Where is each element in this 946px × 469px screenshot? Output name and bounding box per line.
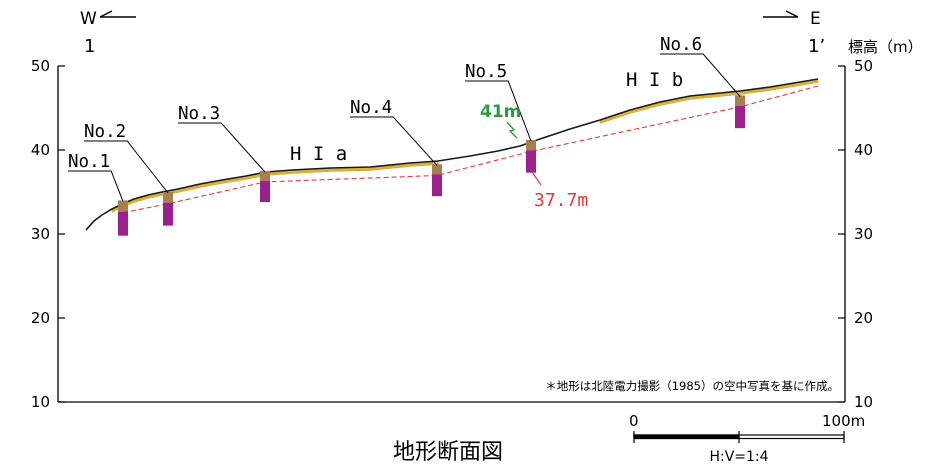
borehole-lower <box>735 105 745 129</box>
borehole-leader <box>178 122 266 173</box>
borehole-lower <box>432 174 442 197</box>
terrace-label-right: H I b <box>626 69 683 91</box>
borehole-label: No.6 <box>660 35 702 55</box>
y-axis-title: 標高（m） <box>848 38 923 56</box>
borehole-label: No.2 <box>84 122 126 142</box>
west-arrow-icon <box>99 10 136 18</box>
borehole-upper <box>432 164 442 175</box>
left-tick-label: 40 <box>31 141 50 159</box>
figure-title: 地形断面図 <box>393 440 503 465</box>
scale-ratio: H:V=1:4 <box>709 449 768 465</box>
terrace-label-left: H I a <box>290 143 347 165</box>
borehole-label: No.4 <box>350 98 392 118</box>
boreholes <box>118 95 745 236</box>
borehole-upper <box>735 95 745 106</box>
base-elev-pointer <box>531 171 542 186</box>
borehole-lower <box>163 202 173 226</box>
right-end-label: 1’ <box>808 36 825 57</box>
borehole-lower <box>118 211 128 236</box>
surface-elev-pointer <box>506 121 518 139</box>
left-tick-label: 10 <box>31 393 50 411</box>
right-tick-label: 20 <box>854 309 873 327</box>
right-tick-label: 30 <box>854 225 873 243</box>
right-tick-label: 40 <box>854 141 873 159</box>
axis-ticks: 50 50 40 40 30 30 20 20 10 10 <box>31 57 873 411</box>
scale-end: 100m <box>822 412 865 430</box>
borehole-upper <box>260 171 270 181</box>
scale-bar <box>633 431 845 443</box>
borehole-lower <box>526 150 536 173</box>
left-tick-label: 30 <box>31 225 50 243</box>
borehole-upper <box>526 139 536 151</box>
surface-elev-label: 41m <box>480 102 521 122</box>
left-end-label: 1 <box>84 36 95 57</box>
borehole-upper <box>163 192 173 203</box>
borehole-label: No.3 <box>178 104 220 124</box>
borehole-lower <box>260 180 270 203</box>
scale-start: 0 <box>629 412 639 430</box>
borehole-leader <box>465 80 532 142</box>
source-note: ＊地形は北陸電力撮影（1985）の空中写真を基に作成。 <box>545 379 839 393</box>
left-tick-label: 50 <box>31 57 50 75</box>
left-tick-label: 20 <box>31 309 50 327</box>
east-letter: E <box>810 9 821 29</box>
right-tick-label: 50 <box>854 57 873 75</box>
borehole-leader <box>84 140 169 194</box>
borehole-leader <box>68 170 124 202</box>
borehole-leaders: No.1 No.2 No.3 No.4 No.5 No.6 <box>68 35 741 202</box>
west-letter: W <box>80 9 97 29</box>
borehole-upper <box>118 200 128 212</box>
east-arrow-icon <box>763 10 799 18</box>
terrace-base-line <box>122 85 819 214</box>
ground-surface-line <box>85 78 819 231</box>
borehole-label: No.5 <box>465 62 507 82</box>
borehole-leader <box>350 116 438 166</box>
base-elev-label: 37.7m <box>534 190 588 211</box>
right-tick-label: 10 <box>854 393 873 411</box>
borehole-label: No.1 <box>68 152 110 172</box>
borehole-leader <box>660 53 741 97</box>
